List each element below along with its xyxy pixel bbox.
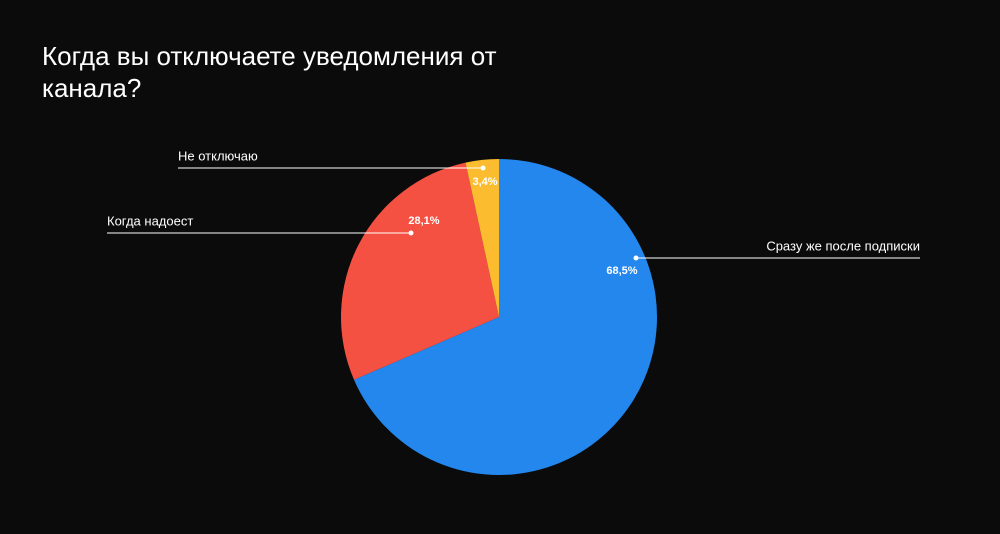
pie-slice bbox=[341, 162, 499, 380]
category-label: Не отключаю bbox=[178, 148, 258, 163]
value-label: 68,5% bbox=[606, 265, 637, 277]
callout-dot bbox=[408, 230, 414, 236]
pie-slice bbox=[465, 159, 499, 317]
callout-dot bbox=[633, 255, 639, 261]
category-label: Сразу же после подписки bbox=[766, 238, 920, 253]
category-label: Когда надоест bbox=[107, 213, 193, 228]
pie-slice bbox=[353, 159, 658, 475]
chart-title: Когда вы отключаете уведомления от канал… bbox=[42, 41, 497, 103]
callout-dot bbox=[480, 165, 486, 171]
value-label: 3,4% bbox=[472, 176, 497, 188]
value-label: 28,1% bbox=[408, 215, 439, 227]
